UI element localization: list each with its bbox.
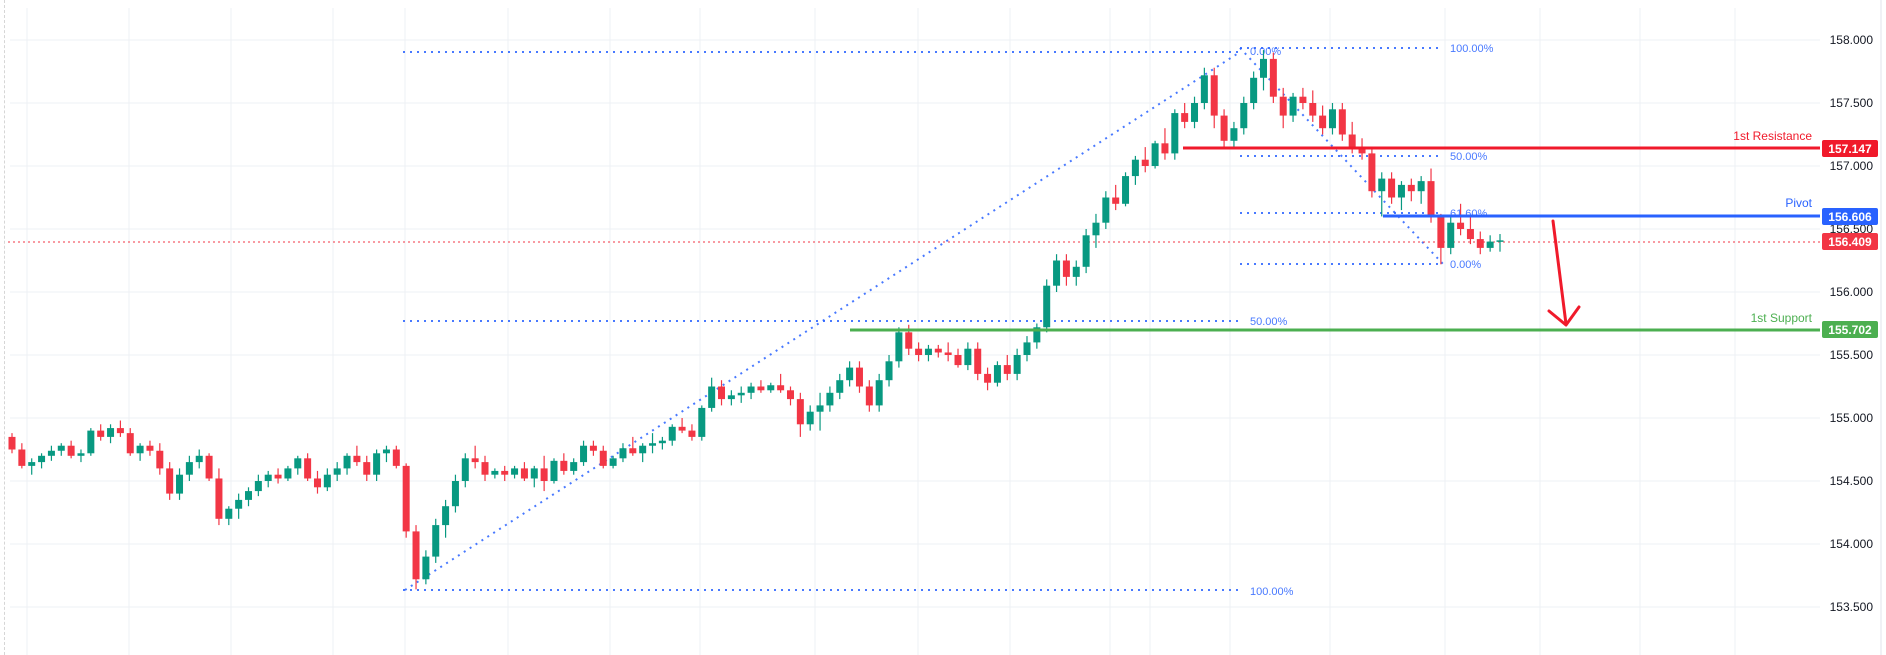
price-tick-label: 155.000: [1830, 411, 1874, 425]
support-label: 1st Support: [1751, 311, 1813, 325]
pivot-label: Pivot: [1785, 196, 1812, 210]
fib-minor-100-label: 100.00%: [1450, 43, 1494, 55]
pivot-price-badge: 156.606: [1822, 208, 1878, 225]
candlestick-series: [8, 50, 1504, 590]
price-tick-label: 154.000: [1830, 537, 1874, 551]
fib-major-50-label: 50.00%: [1250, 316, 1288, 328]
support-price-badge: 155.702: [1822, 321, 1878, 338]
price-axis[interactable]: 158.000 157.500 157.000 156.500 156.000 155.5…: [1830, 0, 1882, 655]
price-tick-label: 155.500: [1830, 348, 1874, 362]
resistance-price-badge: 157.147: [1822, 140, 1878, 157]
fib-minor-50-label: 50.00%: [1450, 151, 1488, 163]
price-tick-label: 153.500: [1830, 600, 1874, 614]
fib-retracement-minor[interactable]: 100.00% 50.00% 61.60% 0.00%: [1239, 43, 1494, 271]
fib-minor-0-label: 0.00%: [1450, 259, 1481, 271]
down-arrow-annotation[interactable]: [1547, 219, 1581, 327]
svg-text:156.409: 156.409: [1828, 235, 1872, 249]
resistance-label: 1st Resistance: [1733, 129, 1812, 143]
price-tick-label: 157.000: [1830, 159, 1874, 173]
chart-left-edge: [0, 0, 5, 655]
price-tick-label: 156.000: [1830, 285, 1874, 299]
price-tick-label: 158.000: [1830, 33, 1874, 47]
fib-major-100-label: 100.00%: [1250, 586, 1294, 598]
price-tick-label: 156.500: [1830, 222, 1874, 236]
fib-minor-616-label: 61.60%: [1450, 208, 1488, 220]
fib-retracement-major[interactable]: 0.00% 50.00% 100.00%: [403, 46, 1294, 598]
pivot-level[interactable]: Pivot: [1383, 196, 1820, 218]
svg-text:157.147: 157.147: [1828, 142, 1872, 156]
current-price-badge: 156.409: [1822, 233, 1878, 250]
svg-text:156.606: 156.606: [1828, 210, 1872, 224]
svg-text:155.702: 155.702: [1828, 323, 1872, 337]
resistance-level[interactable]: 1st Resistance: [1183, 129, 1820, 150]
price-tick-label: 157.500: [1830, 96, 1874, 110]
price-tick-label: 154.500: [1830, 474, 1874, 488]
support-level[interactable]: 1st Support: [850, 311, 1820, 332]
